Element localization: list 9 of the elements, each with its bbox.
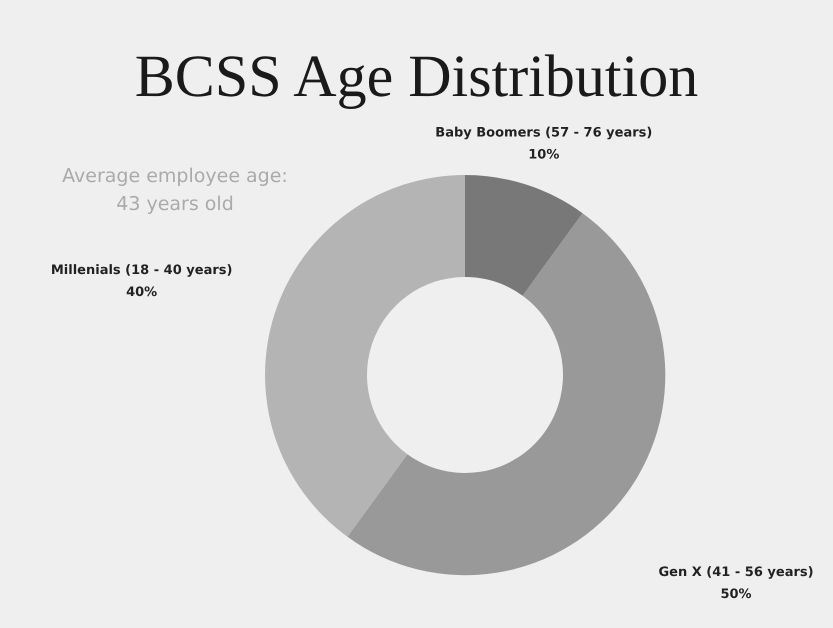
- slice-label: Gen X (41 - 56 years): [658, 564, 814, 580]
- chart-title: BCSS Age Distribution: [134, 43, 698, 109]
- slice-label: Baby Boomers (57 - 76 years): [435, 125, 652, 140]
- data-label: 50%: [720, 586, 752, 602]
- data-label: 10%: [528, 147, 560, 162]
- data-label: 40%: [126, 284, 158, 300]
- text: Average employee age: 43 years old: [62, 165, 288, 215]
- donut-slice: [465, 175, 583, 296]
- slice-label: Millenials (18 - 40 years): [50, 262, 232, 278]
